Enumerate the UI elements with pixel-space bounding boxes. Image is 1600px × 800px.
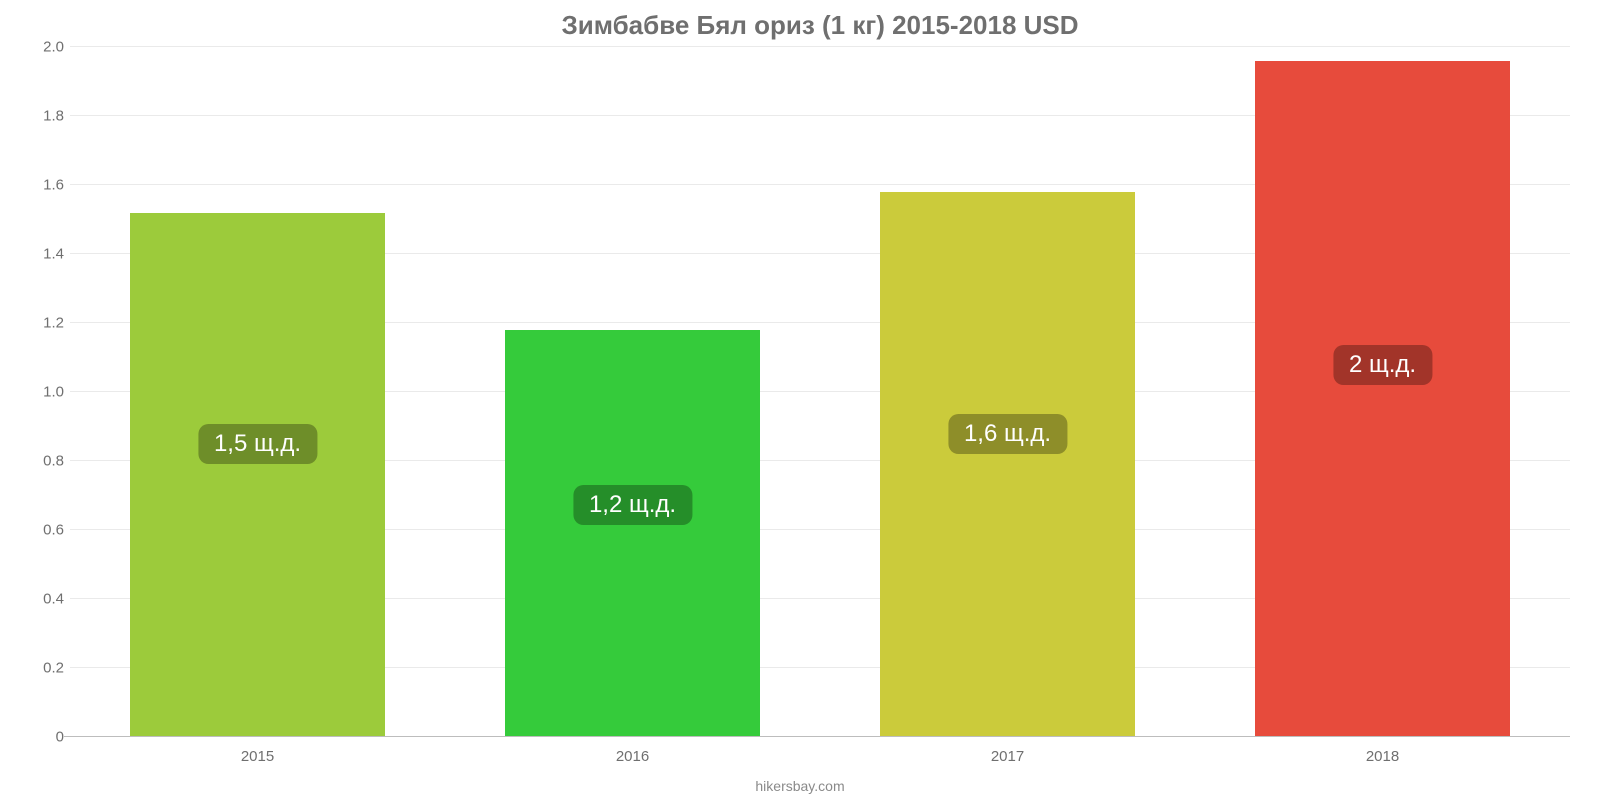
bar-slot: 1,2 щ.д. [445,47,820,737]
x-axis-line [64,736,1570,737]
bar-value-label: 1,2 щ.д. [573,485,692,525]
bar-slot: 2 щ.д. [1195,47,1570,737]
x-axis-labels: 2015201620172018 [70,748,1570,765]
x-tick-label: 2018 [1195,748,1570,765]
y-tick-label: 2.0 [43,39,64,56]
y-tick-label: 1.8 [43,108,64,125]
bars-group: 1,5 щ.д. 1,2 щ.д. 1,6 щ.д. 2 щ.д. [70,47,1570,737]
x-tick-label: 2017 [820,748,1195,765]
y-tick-label: 0 [56,729,64,746]
x-tick-label: 2015 [70,748,445,765]
y-tick-label: 1.2 [43,315,64,332]
bar [130,213,385,737]
bar [505,330,760,737]
bar-value-label: 1,5 щ.д. [198,424,317,464]
y-tick-label: 0.6 [43,522,64,539]
bar-slot: 1,5 щ.д. [70,47,445,737]
y-tick-label: 0.8 [43,453,64,470]
attribution-text: hikersbay.com [0,778,1600,794]
bar-slot: 1,6 щ.д. [820,47,1195,737]
bar-value-label: 2 щ.д. [1333,345,1432,385]
y-tick-label: 1.4 [43,246,64,263]
bar-value-label: 1,6 щ.д. [948,414,1067,454]
chart-title: Зимбабве Бял ориз (1 кг) 2015-2018 USD [70,10,1570,41]
y-tick-label: 1.0 [43,384,64,401]
y-tick-label: 0.2 [43,660,64,677]
plot-area: 00.20.40.60.81.01.21.41.61.82.0 1,5 щ.д.… [70,47,1570,737]
y-tick-label: 0.4 [43,591,64,608]
x-tick-label: 2016 [445,748,820,765]
y-axis: 00.20.40.60.81.01.21.41.61.82.0 [22,47,70,737]
chart-container: Зимбабве Бял ориз (1 кг) 2015-2018 USD 0… [0,0,1600,800]
bar [880,192,1135,737]
y-tick-label: 1.6 [43,177,64,194]
bar [1255,61,1510,737]
